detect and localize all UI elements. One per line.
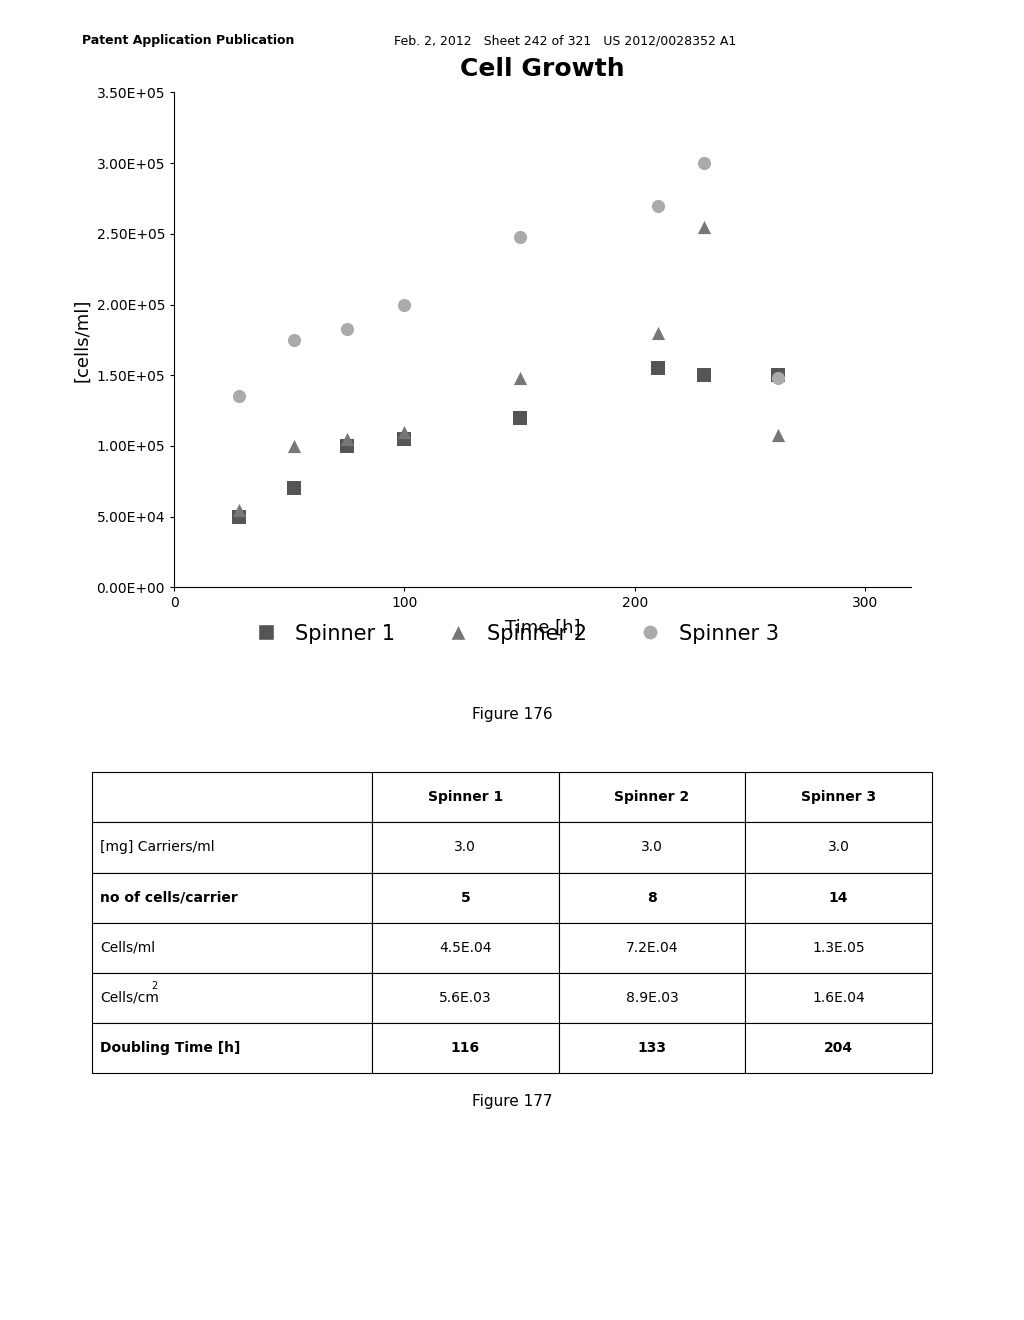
Point <box>696 216 713 238</box>
Point <box>649 322 666 343</box>
Text: 116: 116 <box>451 1041 480 1055</box>
Point <box>770 424 786 445</box>
Text: 3.0: 3.0 <box>827 841 850 854</box>
Point <box>286 478 302 499</box>
Point <box>696 364 713 385</box>
Text: 5: 5 <box>461 891 470 904</box>
Text: Feb. 2, 2012   Sheet 242 of 321   US 2012/0028352 A1: Feb. 2, 2012 Sheet 242 of 321 US 2012/00… <box>394 34 736 48</box>
Point <box>511 226 528 247</box>
Text: 5.6E.03: 5.6E.03 <box>439 991 492 1005</box>
Point <box>649 195 666 216</box>
Text: 204: 204 <box>824 1041 853 1055</box>
Text: 1.3E.05: 1.3E.05 <box>812 941 865 954</box>
Text: 3.0: 3.0 <box>641 841 663 854</box>
Text: [mg] Carriers/ml: [mg] Carriers/ml <box>100 841 215 854</box>
Point <box>396 428 413 449</box>
Point <box>511 367 528 388</box>
Text: 133: 133 <box>638 1041 667 1055</box>
Text: Doubling Time [h]: Doubling Time [h] <box>100 1041 241 1055</box>
X-axis label: Time [h]: Time [h] <box>505 619 581 636</box>
Text: 8.9E.03: 8.9E.03 <box>626 991 678 1005</box>
Point <box>230 499 247 520</box>
Point <box>770 367 786 388</box>
Point <box>396 421 413 442</box>
Point <box>396 294 413 315</box>
Y-axis label: [cells/ml]: [cells/ml] <box>73 298 91 381</box>
Point <box>649 358 666 379</box>
Text: 4.5E.04: 4.5E.04 <box>439 941 492 954</box>
Text: Figure 177: Figure 177 <box>472 1094 552 1109</box>
Text: Patent Application Publication: Patent Application Publication <box>82 34 294 48</box>
Text: Spinner 2: Spinner 2 <box>614 791 689 804</box>
Text: 14: 14 <box>828 891 848 904</box>
Point <box>770 364 786 385</box>
Text: 2: 2 <box>152 981 158 991</box>
Text: 8: 8 <box>647 891 656 904</box>
Point <box>230 385 247 407</box>
Point <box>286 329 302 350</box>
Point <box>230 506 247 527</box>
Point <box>286 436 302 457</box>
Point <box>511 407 528 428</box>
Text: no of cells/carrier: no of cells/carrier <box>100 891 239 904</box>
Text: Figure 176: Figure 176 <box>472 708 552 722</box>
Text: 7.2E.04: 7.2E.04 <box>626 941 678 954</box>
Point <box>339 436 355 457</box>
Text: 1.6E.04: 1.6E.04 <box>812 991 865 1005</box>
Text: Cells/cm: Cells/cm <box>100 991 159 1005</box>
Point <box>339 318 355 339</box>
Title: Cell Growth: Cell Growth <box>461 57 625 81</box>
Text: 3.0: 3.0 <box>455 841 476 854</box>
Legend: Spinner 1, Spinner 2, Spinner 3: Spinner 1, Spinner 2, Spinner 3 <box>237 615 787 652</box>
Text: Spinner 3: Spinner 3 <box>801 791 877 804</box>
Text: Cells/ml: Cells/ml <box>100 941 156 954</box>
Point <box>339 428 355 449</box>
Text: Spinner 1: Spinner 1 <box>428 791 503 804</box>
Point <box>696 153 713 174</box>
